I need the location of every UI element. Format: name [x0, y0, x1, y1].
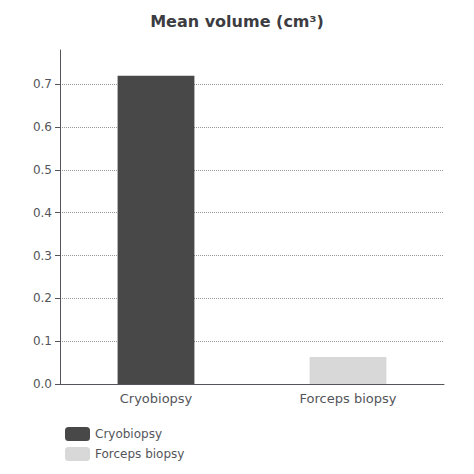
svg-text:0.1: 0.1 [33, 334, 52, 348]
svg-text:Cryobiopsy: Cryobiopsy [95, 427, 162, 441]
svg-text:Forceps biopsy: Forceps biopsy [95, 447, 184, 461]
svg-text:0.4: 0.4 [33, 206, 52, 220]
svg-text:0.6: 0.6 [33, 120, 52, 134]
svg-text:Forceps biopsy: Forceps biopsy [300, 391, 397, 406]
svg-text:0.0: 0.0 [33, 377, 52, 391]
svg-text:Cryobiopsy: Cryobiopsy [120, 391, 193, 406]
svg-text:0.5: 0.5 [33, 163, 52, 177]
svg-text:Mean volume (cm³): Mean volume (cm³) [150, 12, 324, 31]
svg-text:0.2: 0.2 [33, 291, 52, 305]
svg-text:0.7: 0.7 [33, 77, 52, 91]
svg-text:0.3: 0.3 [33, 249, 52, 263]
